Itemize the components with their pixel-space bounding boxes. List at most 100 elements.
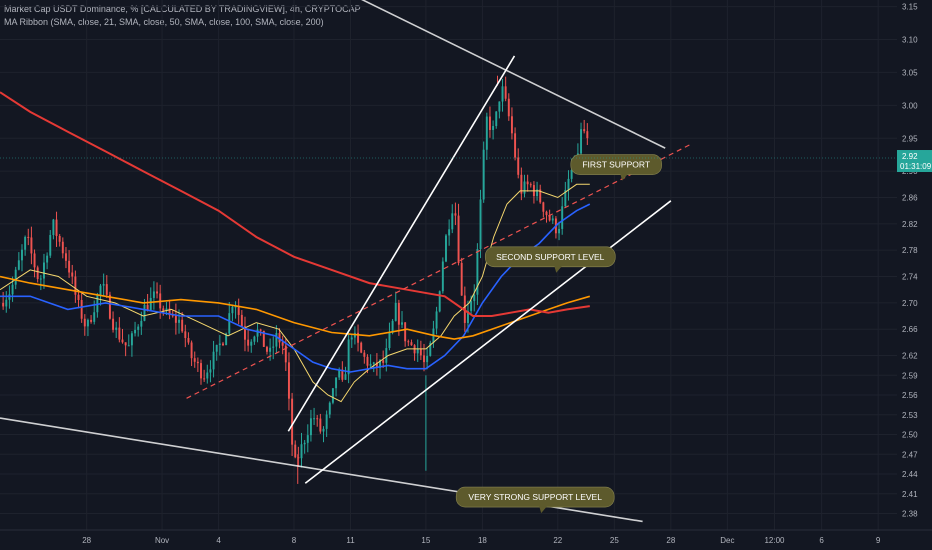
sma-50-line [0, 203, 591, 373]
chart-grid [0, 0, 897, 530]
candle-body [174, 315, 177, 323]
candle-body [278, 333, 281, 343]
candle-body [86, 319, 89, 327]
candle-body [272, 346, 275, 348]
candle-body [429, 342, 432, 356]
candle-body [498, 101, 501, 112]
candle-body [517, 157, 520, 175]
candle-body [331, 388, 334, 403]
candle-body [17, 260, 20, 270]
candle-body [454, 213, 457, 216]
price-tick-label: 2.59 [902, 371, 918, 380]
candle-body [479, 199, 482, 250]
candle-body [520, 174, 523, 194]
candle-body [190, 342, 193, 359]
candle-body [39, 278, 42, 280]
sma-200-line [0, 91, 590, 317]
candle-body [441, 261, 444, 292]
price-tick-label: 3.10 [902, 36, 918, 45]
sma-100-line [0, 275, 591, 340]
candle-body [228, 313, 231, 334]
callout-very-strong-support-level: VERY STRONG SUPPORT LEVEL [455, 486, 615, 514]
price-tick-label: 3.15 [902, 3, 918, 12]
price-tick-label: 2.53 [902, 411, 918, 420]
candle-body [112, 318, 115, 330]
candle-body [206, 372, 209, 379]
candle-body [325, 414, 328, 429]
candle-body [529, 184, 532, 186]
price-tick-label: 2.74 [902, 273, 918, 282]
time-tick-label: 12:00 [764, 536, 785, 545]
price-tick-label: 2.66 [902, 325, 918, 334]
price-tick-label: 2.78 [902, 246, 918, 255]
candle-body [404, 322, 407, 342]
candle-body [492, 126, 495, 130]
candle-body [397, 302, 400, 325]
candle-body [200, 363, 202, 379]
candle-body [130, 333, 133, 346]
candle-body [77, 294, 80, 301]
candle-body [438, 291, 441, 312]
candle-body [58, 235, 61, 242]
time-tick-label: 25 [610, 536, 619, 545]
time-tick-label: 28 [82, 536, 91, 545]
candle-body [162, 308, 165, 311]
candle-body [181, 319, 184, 332]
candle-body [27, 236, 30, 238]
trendline [304, 200, 672, 484]
candle-body [379, 360, 382, 368]
candle-body [416, 349, 419, 354]
candle-body [5, 299, 8, 307]
price-tag-box [897, 150, 932, 173]
candle-body [504, 86, 507, 99]
time-tick-label: 9 [876, 536, 881, 545]
candle-body [435, 311, 438, 329]
candle-body [165, 308, 168, 311]
candle-body [240, 314, 243, 327]
candle-body [93, 312, 96, 322]
candle-body [335, 377, 338, 389]
time-axis-bg [0, 530, 932, 550]
candle-body [259, 329, 262, 331]
time-tick-label: 11 [346, 536, 355, 545]
candle-body [363, 352, 366, 357]
candle-body [178, 319, 180, 323]
price-tick-label: 2.62 [902, 352, 918, 361]
candle-body [394, 302, 397, 321]
candle-body [488, 116, 491, 130]
candle-body [423, 355, 425, 363]
callout-pointer [620, 173, 629, 181]
candle-body [212, 351, 215, 370]
sma-21-line [0, 183, 590, 403]
candle-body [319, 418, 322, 432]
callout-label: SECOND SUPPORT LEVEL [496, 252, 605, 262]
candle-body [74, 276, 77, 295]
candle-body [542, 202, 545, 212]
annotations: FIRST SUPPORT SECOND SUPPORT LEVEL VERY ST… [455, 154, 662, 514]
legend-indicator: MA Ribbon (SMA, close, 21, SMA, close, 5… [4, 17, 324, 27]
candle-body [347, 339, 350, 375]
candle-body [21, 249, 23, 261]
candle-body [322, 428, 325, 432]
candle-body [64, 253, 67, 261]
candle-body [269, 347, 272, 352]
candle-body [137, 326, 140, 330]
candle-body [297, 457, 300, 459]
candle-body [102, 284, 105, 286]
candle-body [222, 343, 224, 346]
price-tick-label: 2.95 [902, 134, 918, 143]
price-tick-label: 2.47 [902, 450, 918, 459]
candles [2, 75, 589, 484]
candle-body [473, 294, 476, 302]
legend-title: Market Cap USDT Dominance, % [CALCULATED… [4, 4, 361, 14]
candle-body [118, 327, 121, 340]
time-tick-label: 28 [666, 536, 675, 545]
candle-body [561, 206, 564, 229]
candle-body [14, 269, 17, 285]
candle-body [99, 285, 102, 295]
candle-body [558, 228, 561, 234]
callout-box [455, 486, 615, 508]
candle-body [401, 322, 403, 325]
candle-body [510, 116, 513, 134]
